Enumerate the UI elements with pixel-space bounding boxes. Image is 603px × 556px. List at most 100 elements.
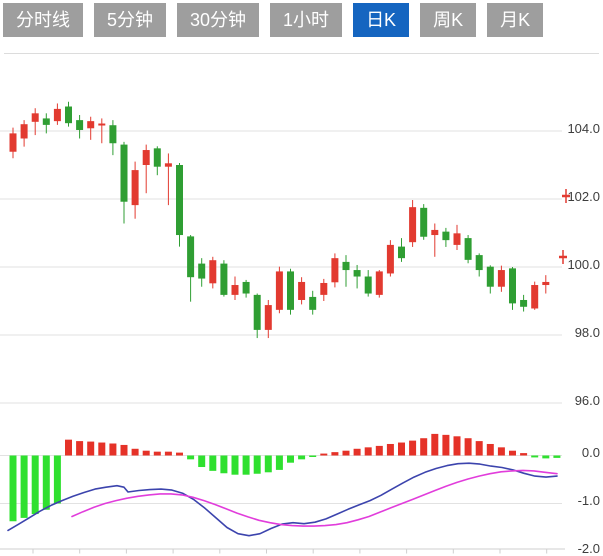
macd-histogram-bar	[497, 447, 505, 456]
macd-histogram-bar	[31, 455, 39, 515]
macd-histogram-bar	[553, 455, 561, 458]
candle-body	[431, 229, 439, 236]
macd-histogram-bar	[65, 439, 72, 456]
dif-line	[7, 462, 558, 537]
macd-histogram-bar	[398, 442, 405, 456]
candle-body	[109, 125, 117, 144]
candle-body	[531, 285, 539, 309]
candle-body	[98, 123, 106, 126]
macd-histogram-bar	[409, 440, 417, 456]
candle-body	[420, 207, 428, 237]
candle-body	[287, 271, 294, 310]
candle-body	[509, 268, 516, 304]
candle-body	[220, 263, 228, 295]
tab-1hour[interactable]: 1小时	[270, 3, 343, 37]
macd-histogram-bar	[98, 442, 106, 456]
macd-histogram-bar	[187, 455, 195, 460]
candle-body	[298, 281, 306, 300]
timeframe-tabbar: 分时线 5分钟 30分钟 1小时 日K 周K 月K	[3, 3, 544, 37]
macd-histogram-bar	[76, 441, 84, 456]
candle-body	[353, 270, 361, 277]
tab-monthly[interactable]: 月K	[487, 3, 544, 37]
tab-5min[interactable]: 5分钟	[94, 3, 167, 37]
candle-body	[9, 133, 17, 152]
macd-histogram-bar	[287, 455, 294, 463]
macd-histogram-bar	[431, 433, 439, 456]
tabbar-separator	[4, 53, 599, 54]
macd-histogram-bar	[298, 455, 306, 460]
macd-histogram-bar	[198, 455, 206, 468]
macd-axis-label: 0.0	[582, 445, 600, 460]
macd-histogram-bar	[87, 441, 95, 456]
candle-body	[409, 207, 417, 243]
candle-body	[442, 231, 450, 241]
candle-body	[142, 150, 150, 165]
macd-histogram-bar	[176, 452, 183, 456]
tab-timeline[interactable]: 分时线	[3, 3, 83, 37]
candle-body	[275, 271, 283, 310]
macd-histogram-bar	[131, 448, 139, 456]
tab-daily[interactable]: 日K	[353, 3, 410, 37]
macd-histogram-bar	[309, 455, 317, 457]
macd-histogram-bar	[120, 444, 128, 456]
price-marker	[565, 189, 567, 203]
candle-body	[453, 233, 461, 245]
price-axis-label: 102.0	[567, 189, 600, 204]
macd-histogram-bar	[220, 455, 228, 474]
macd-histogram-bar	[320, 453, 328, 456]
candle-body	[153, 148, 161, 167]
candle-body	[464, 238, 472, 260]
candle-body	[187, 236, 195, 278]
candle-body	[65, 106, 72, 124]
macd-histogram-bar	[109, 443, 117, 456]
macd-histogram-bar	[53, 455, 61, 504]
macd-histogram-bar	[520, 453, 528, 456]
candle-body	[398, 246, 405, 259]
candle-body	[364, 276, 372, 294]
macd-histogram-bar	[420, 438, 428, 456]
macd-histogram-bar	[342, 450, 350, 456]
price-axis-label: 104.0	[567, 121, 600, 136]
candle-body	[20, 124, 28, 139]
candle-body	[475, 255, 483, 271]
candle-body	[53, 108, 61, 122]
candle-body	[87, 121, 95, 129]
macd-histogram-bar	[442, 434, 450, 456]
candle-body	[253, 294, 261, 330]
candle-body	[242, 281, 250, 294]
tab-30min[interactable]: 30分钟	[177, 3, 260, 37]
macd-histogram-bar	[164, 451, 172, 456]
candle-body	[264, 305, 272, 330]
candle-body	[76, 120, 84, 130]
candle-body	[198, 263, 206, 279]
price-axis-label: 100.0	[567, 257, 600, 272]
macd-histogram-bar	[209, 455, 217, 471]
macd-histogram-bar	[331, 452, 339, 456]
candle-body	[176, 165, 183, 236]
price-axis-label: 98.0	[575, 325, 600, 340]
candle-body	[542, 281, 550, 286]
candle-body	[342, 261, 350, 271]
tab-weekly[interactable]: 周K	[420, 3, 477, 37]
macd-histogram-bar	[20, 455, 28, 518]
macd-histogram-bar	[364, 447, 372, 456]
macd-histogram-bar	[509, 450, 516, 456]
candle-body	[375, 271, 383, 295]
candle-body	[120, 144, 128, 202]
macd-histogram-bar	[231, 455, 239, 475]
candle-body	[209, 260, 217, 284]
macd-histogram-bar	[375, 445, 383, 456]
macd-axis-label: -1.0	[578, 493, 600, 508]
candle-body	[320, 282, 328, 295]
candle-body	[31, 113, 39, 122]
macd-histogram-bar	[542, 455, 550, 459]
macd-histogram-bar	[486, 443, 494, 456]
macd-histogram-bar	[142, 450, 150, 456]
macd-histogram-bar	[386, 443, 394, 456]
candle-body	[331, 258, 339, 283]
candle-body	[309, 296, 317, 310]
macd-histogram-bar	[264, 455, 272, 473]
candle-body	[231, 285, 239, 295]
macd-histogram-bar	[464, 438, 472, 456]
